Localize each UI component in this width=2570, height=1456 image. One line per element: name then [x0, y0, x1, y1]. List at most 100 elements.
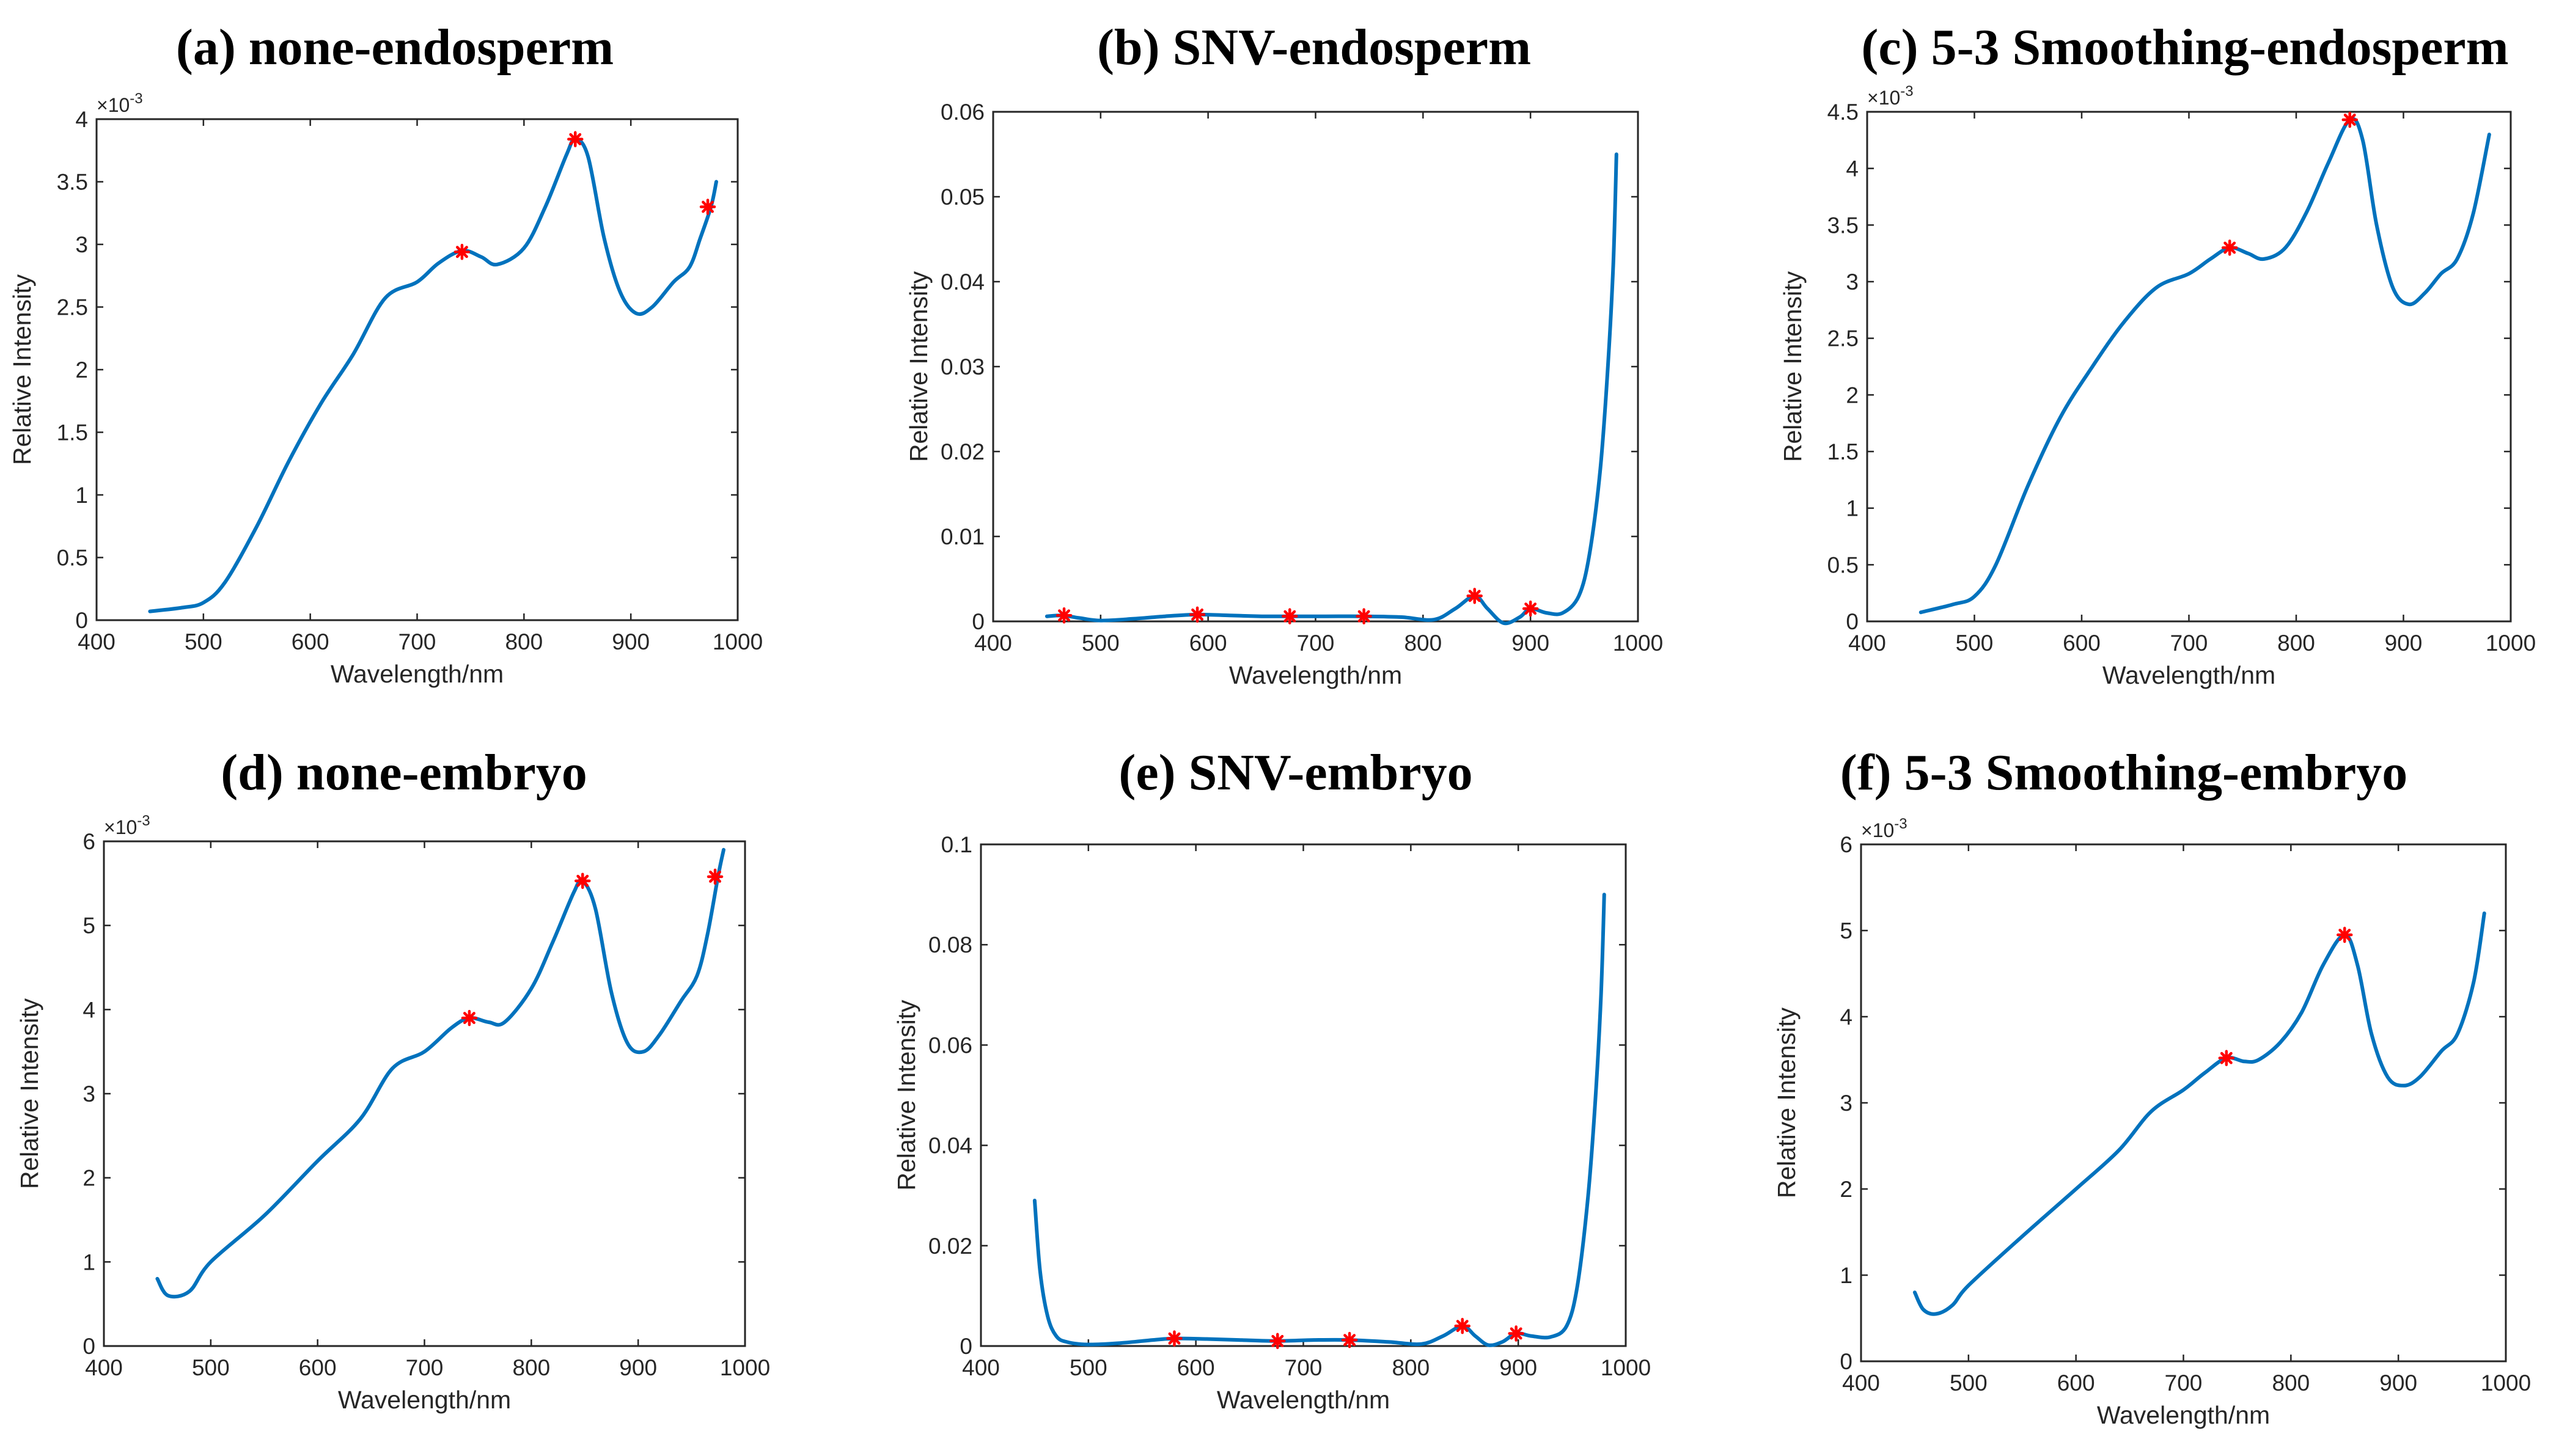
- y-exponent-label: ×10-3: [1861, 816, 1907, 841]
- spectrum-line: [1032, 893, 1606, 1347]
- chart-panel: (d) none-embryo 400 500 600 700 800 900 1000 0 1 2…: [15, 744, 770, 1414]
- peak-marker: [2221, 240, 2238, 256]
- x-tick-label: 800: [512, 1355, 550, 1380]
- y-tick-label: 0: [83, 1334, 95, 1359]
- x-tick-label: 900: [619, 1355, 657, 1380]
- y-tick-label: 0.03: [941, 354, 985, 379]
- x-tick-label: 700: [1285, 1355, 1323, 1380]
- peak-marker: [461, 1009, 478, 1026]
- x-tick-label: 700: [406, 1355, 444, 1380]
- y-tick-label: 1.5: [57, 420, 88, 445]
- y-tick-label: 4: [75, 107, 88, 132]
- x-tick-label: 600: [299, 1355, 337, 1380]
- y-tick-label: 0.08: [928, 932, 972, 957]
- chart-panel: (f) 5-3 Smoothing-embryo 400 500 600 700 800 9…: [1772, 744, 2531, 1429]
- peak-marker: [1282, 608, 1298, 624]
- peak-marker: [453, 244, 471, 260]
- y-tick-label: 1.5: [1827, 439, 1859, 464]
- x-tick-label: 1000: [1601, 1355, 1651, 1380]
- y-exponent-label: ×10-3: [1867, 83, 1914, 109]
- x-axis-label: Wavelength/nm: [2102, 661, 2275, 689]
- y-tick-label: 0.01: [941, 524, 985, 549]
- x-tick-label: 400: [1842, 1370, 1880, 1396]
- y-tick-label: 0.02: [941, 439, 985, 464]
- peak-marker: [2341, 111, 2358, 128]
- peak-marker: [699, 199, 716, 215]
- chart-title: (f) 5-3 Smoothing-embryo: [1840, 744, 2408, 801]
- x-tick-label: 500: [1070, 1355, 1107, 1380]
- y-tick-label: 0.1: [941, 832, 972, 857]
- peak-marker: [1269, 1333, 1286, 1350]
- x-axis-label: Wavelength/nm: [1217, 1386, 1390, 1414]
- y-exponent-label: ×10-3: [97, 90, 143, 116]
- peak-marker: [1522, 600, 1539, 617]
- y-tick-label: 0.04: [941, 269, 985, 294]
- y-tick-label: 0.06: [941, 100, 985, 125]
- y-tick-label: 6: [83, 829, 95, 854]
- y-tick-label: 5: [83, 913, 95, 938]
- spectrum-line: [1045, 152, 1618, 626]
- y-tick-label: 0.02: [928, 1234, 972, 1259]
- y-axis-label: Relative Intensity: [8, 274, 36, 465]
- y-tick-label: 6: [1840, 832, 1852, 857]
- peak-marker: [1466, 588, 1483, 604]
- y-tick-label: 2.5: [1827, 326, 1859, 351]
- y-exponent-value: -3: [1894, 816, 1907, 832]
- chart-title: (d) none-embryo: [221, 744, 587, 801]
- peak-marker: [2337, 926, 2353, 943]
- y-tick-label: 3: [1846, 269, 1859, 294]
- y-tick-label: 1: [83, 1249, 95, 1275]
- y-tick-label: 4: [83, 997, 95, 1022]
- spectrum-line: [148, 137, 718, 613]
- chart-panel: (b) SNV-endosperm 400 500 600 700 800 900 1000 0…: [905, 19, 1663, 689]
- y-tick-label: 3.5: [57, 170, 88, 195]
- x-tick-label: 1000: [720, 1355, 770, 1380]
- x-tick-label: 900: [2379, 1370, 2417, 1396]
- peak-marker: [2218, 1050, 2235, 1066]
- y-tick-label: 0.5: [1827, 552, 1859, 577]
- y-tick-label: 0: [75, 608, 88, 633]
- x-tick-label: 600: [292, 629, 329, 654]
- y-tick-label: 2.5: [57, 295, 88, 320]
- peak-marker: [1341, 1331, 1358, 1348]
- x-tick-label: 800: [2277, 631, 2315, 656]
- x-tick-label: 600: [2057, 1370, 2095, 1396]
- y-tick-label: 0: [1840, 1349, 1852, 1374]
- chart-title: (e) SNV-embryo: [1118, 744, 1472, 801]
- x-tick-label: 1000: [713, 629, 763, 654]
- y-tick-label: 0.5: [57, 546, 88, 571]
- y-tick-label: 4: [1840, 1004, 1852, 1030]
- y-tick-label: 1: [1846, 496, 1859, 521]
- y-axis-label: Relative Intensity: [15, 998, 43, 1189]
- y-tick-label: 4: [1846, 156, 1859, 181]
- y-tick-label: 0.05: [941, 185, 985, 210]
- x-axis-label: Wavelength/nm: [331, 660, 504, 688]
- y-exponent-value: -3: [137, 813, 150, 829]
- peak-marker: [575, 873, 591, 889]
- y-axis-label: Relative Intensity: [1772, 1007, 1801, 1198]
- x-tick-label: 1000: [2481, 1370, 2531, 1396]
- x-tick-label: 900: [612, 629, 650, 654]
- y-tick-label: 5: [1840, 918, 1852, 943]
- peak-marker: [1356, 608, 1372, 624]
- x-tick-label: 500: [1950, 1370, 1988, 1396]
- y-tick-label: 3: [75, 232, 88, 257]
- y-tick-label: 1: [75, 483, 88, 508]
- x-tick-label: 500: [192, 1355, 230, 1380]
- y-tick-label: 2: [1840, 1177, 1852, 1202]
- spectrum-line: [1912, 911, 2486, 1316]
- x-tick-label: 500: [1956, 631, 1994, 656]
- x-tick-label: 400: [1848, 631, 1886, 656]
- peak-marker: [1166, 1330, 1183, 1347]
- y-tick-label: 0: [960, 1334, 972, 1359]
- y-tick-label: 0: [972, 609, 985, 634]
- x-tick-label: 700: [1297, 631, 1335, 656]
- x-tick-label: 700: [2165, 1370, 2203, 1396]
- x-tick-label: 800: [1392, 1355, 1430, 1380]
- spectrum-line: [155, 847, 725, 1299]
- y-tick-label: 4.5: [1827, 100, 1859, 125]
- chart-panel: (a) none-endosperm 400 500 600 700 800 900 1000…: [8, 19, 763, 688]
- x-tick-label: 600: [1177, 1355, 1215, 1380]
- spectrum-line: [1918, 117, 2491, 615]
